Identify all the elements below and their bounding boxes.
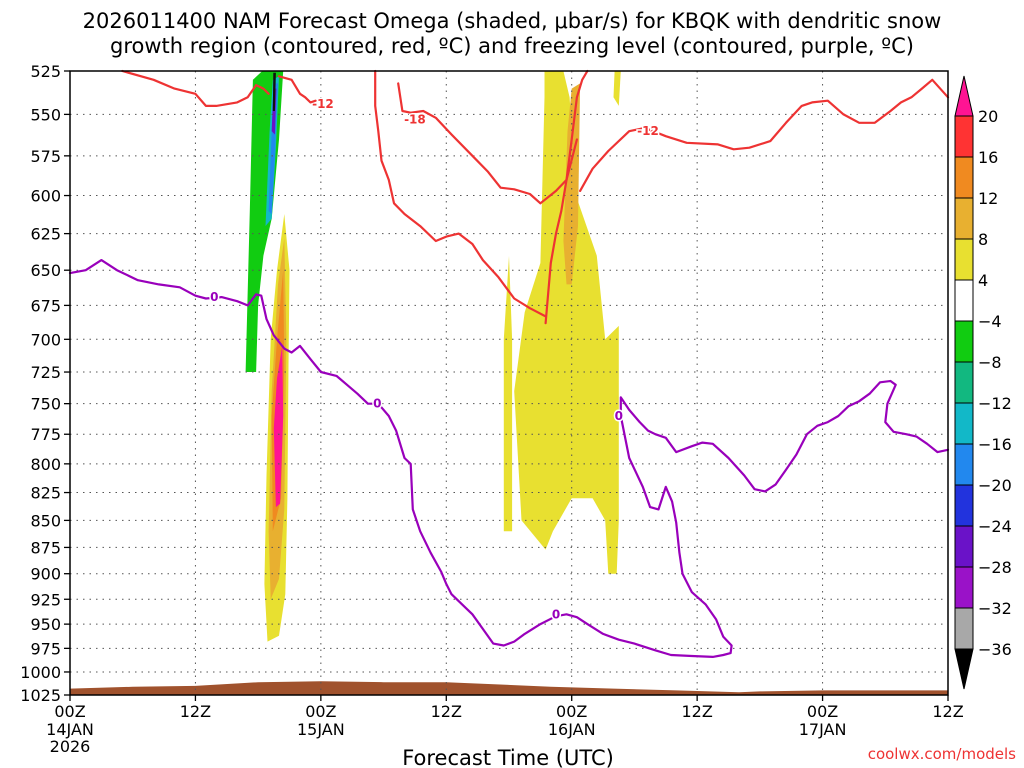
colorbar-label-0: 20	[978, 107, 998, 126]
dgz-contour-line-4	[544, 69, 589, 325]
y-tick-label-1025: 1025	[20, 686, 61, 705]
y-tick-label-775: 775	[30, 425, 61, 444]
colorbar-label-3: 8	[978, 230, 988, 249]
y-tick-label-750: 750	[30, 395, 61, 414]
colorbar-band-12	[954, 607, 974, 650]
colorbar-band-0	[954, 115, 974, 158]
y-tick-label-550: 550	[30, 105, 61, 124]
dgz-contour-line-3	[374, 69, 547, 318]
omega-region-down-y4-top	[613, 71, 621, 106]
colorbar-band-5	[954, 320, 974, 363]
colorbar-label-4: 4	[978, 271, 988, 290]
y-tick-label-625: 625	[30, 225, 61, 244]
colorbar-label-13: −36	[978, 640, 1012, 659]
y-tick-label-525: 525	[30, 62, 61, 81]
y-tick-label-975: 975	[30, 639, 61, 658]
colorbar-label-7: −12	[978, 394, 1012, 413]
chart-title-line-1: 2026011400 NAM Forecast Omega (shaded, μ…	[83, 9, 942, 33]
colorbar-label-9: −20	[978, 476, 1012, 495]
colorbar-band-6	[954, 361, 974, 404]
x-tick-label-0: 00Z	[54, 702, 85, 721]
chart-title-line-2: growth region (contoured, red, ºC) and f…	[110, 34, 914, 58]
colorbar-band-11	[954, 566, 974, 609]
site-credit: coolwx.com/models	[868, 745, 1016, 763]
colorbar-label-1: 16	[978, 148, 998, 167]
y-tick-label-725: 725	[30, 363, 61, 382]
dgz-contour-line-5	[578, 78, 950, 192]
pressure-axis: 525 550 575 600 625 650 675 700 725 750 775 800 825 8…	[20, 62, 70, 705]
colorbar-band-8	[954, 443, 974, 486]
y-tick-label-800: 800	[30, 455, 61, 474]
omega-region-down-o2-east	[563, 83, 581, 285]
y-tick-label-950: 950	[30, 615, 61, 634]
y-tick-label-850: 850	[30, 511, 61, 530]
x-axis-label: Forecast Time (UTC)	[402, 746, 614, 768]
y-tick-label-1000: 1000	[20, 663, 61, 682]
freezing-contour-label-0: 0	[210, 290, 218, 304]
colorbar-label-2: 12	[978, 189, 998, 208]
x-tick-label-36: 12Z	[431, 702, 462, 721]
y-tick-label-575: 575	[30, 147, 61, 166]
colorbar-band-10	[954, 525, 974, 568]
colorbar-label-10: −24	[978, 517, 1012, 536]
colorbar-band-3	[954, 238, 974, 281]
omega-region-down-m1-main	[273, 345, 284, 508]
y-tick-label-875: 875	[30, 538, 61, 557]
colorbar: 20 16 12 8 4 −4 −8 −12 −16 −20 −24 −28 −32 −36	[954, 75, 1012, 690]
colorbar-bottom-arrow	[954, 648, 974, 690]
gridlines	[70, 71, 948, 695]
omega-region-up-purple	[271, 88, 277, 135]
x-tick-label-48: 00Z	[556, 702, 587, 721]
x-tick-date-48: 16JAN	[548, 720, 596, 739]
freezing-contour-line-0	[68, 259, 950, 659]
colorbar-label-8: −16	[978, 435, 1012, 454]
omega-region-down-y3-strip	[503, 255, 513, 532]
colorbar-band-1	[954, 156, 974, 199]
y-tick-label-925: 925	[30, 590, 61, 609]
x-tick-label-12: 12Z	[180, 702, 211, 721]
freezing-level-contours: 0 0 0 0	[68, 259, 950, 659]
x-tick-date-0: 14JAN	[46, 720, 94, 739]
y-tick-label-825: 825	[30, 484, 61, 503]
dgz-contour-line-1	[277, 75, 317, 104]
freezing-label-extra-2: 0	[615, 409, 623, 423]
freezing-label-extra-0: 0	[373, 397, 381, 411]
x-tick-label-24: 00Z	[305, 702, 336, 721]
x-tick-year-0: 2026	[50, 737, 91, 756]
y-tick-label-700: 700	[30, 330, 61, 349]
x-tick-label-84: 12Z	[932, 702, 963, 721]
freezing-label-extra-1: 0	[552, 607, 560, 621]
colorbar-band-9	[954, 484, 974, 527]
y-tick-label-600: 600	[30, 187, 61, 206]
colorbar-band-7	[954, 402, 974, 445]
y-tick-label-675: 675	[30, 296, 61, 315]
x-tick-label-72: 00Z	[807, 702, 838, 721]
dgz-contour-label-2: -18	[404, 112, 426, 126]
y-tick-label-650: 650	[30, 261, 61, 280]
dgz-contour-label-5: -12	[637, 124, 659, 138]
omega-shading	[245, 71, 621, 642]
y-tick-label-900: 900	[30, 565, 61, 584]
colorbar-label-12: −32	[978, 599, 1012, 618]
colorbar-label-5: −4	[978, 312, 1002, 331]
omega-region-up-blue	[268, 83, 278, 215]
dgz-contour-line-2	[397, 82, 579, 205]
colorbar-band-4	[954, 279, 974, 322]
plot-frame	[69, 70, 949, 696]
terrain-profile	[70, 681, 948, 695]
colorbar-band-2	[954, 197, 974, 240]
x-tick-label-60: 12Z	[681, 702, 712, 721]
dgz-contour-line-0	[121, 69, 270, 108]
omega-region-down-y2-east	[514, 71, 619, 574]
x-tick-date-24: 15JAN	[297, 720, 345, 739]
dendritic-growth-contours: -12 -18 -12	[121, 69, 950, 325]
colorbar-label-6: −8	[978, 353, 1002, 372]
x-tick-date-72: 17JAN	[799, 720, 847, 739]
terrain-fill	[70, 681, 948, 695]
omega-region-up-black	[272, 72, 276, 111]
dgz-contour-label-0: -12	[312, 97, 334, 111]
colorbar-label-11: −28	[978, 558, 1012, 577]
